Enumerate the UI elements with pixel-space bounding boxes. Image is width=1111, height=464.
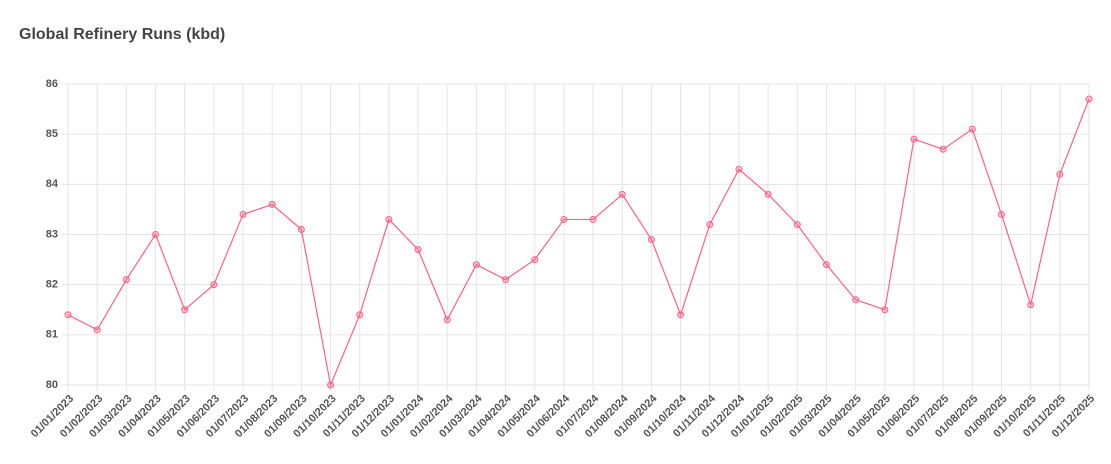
point [793, 220, 801, 228]
point [122, 276, 130, 284]
point [268, 200, 276, 208]
y-tick-label: 80 [46, 379, 58, 391]
point [764, 190, 772, 198]
point [852, 296, 860, 304]
point [385, 215, 393, 223]
point [560, 215, 568, 223]
y-tick-label: 82 [46, 279, 58, 291]
point [706, 220, 714, 228]
point [64, 311, 72, 319]
point [589, 215, 597, 223]
point [210, 281, 218, 289]
point [822, 261, 830, 269]
point [618, 190, 626, 198]
point [356, 311, 364, 319]
y-tick-label: 83 [46, 228, 58, 240]
point [997, 210, 1005, 218]
point [1056, 170, 1064, 178]
y-tick-label: 84 [46, 178, 59, 190]
point [327, 381, 335, 389]
point [677, 311, 685, 319]
point [93, 326, 101, 334]
point [152, 231, 160, 238]
point [472, 261, 480, 269]
point [239, 210, 247, 218]
point [881, 306, 889, 314]
chart-title: Global Refinery Runs (kbd) [19, 26, 225, 43]
point [414, 246, 422, 254]
point [502, 276, 510, 284]
y-tick-label: 86 [46, 78, 58, 90]
point [297, 225, 305, 233]
point [531, 256, 539, 264]
point [910, 135, 918, 143]
point [1085, 95, 1093, 103]
line [67, 98, 1090, 388]
point [735, 165, 743, 173]
y-tick-label: 85 [46, 128, 58, 140]
y-tick-label: 81 [46, 329, 58, 341]
point [647, 236, 655, 244]
point [939, 145, 947, 153]
point [443, 316, 451, 324]
point [968, 125, 976, 133]
point [1027, 301, 1035, 309]
point [181, 306, 189, 314]
